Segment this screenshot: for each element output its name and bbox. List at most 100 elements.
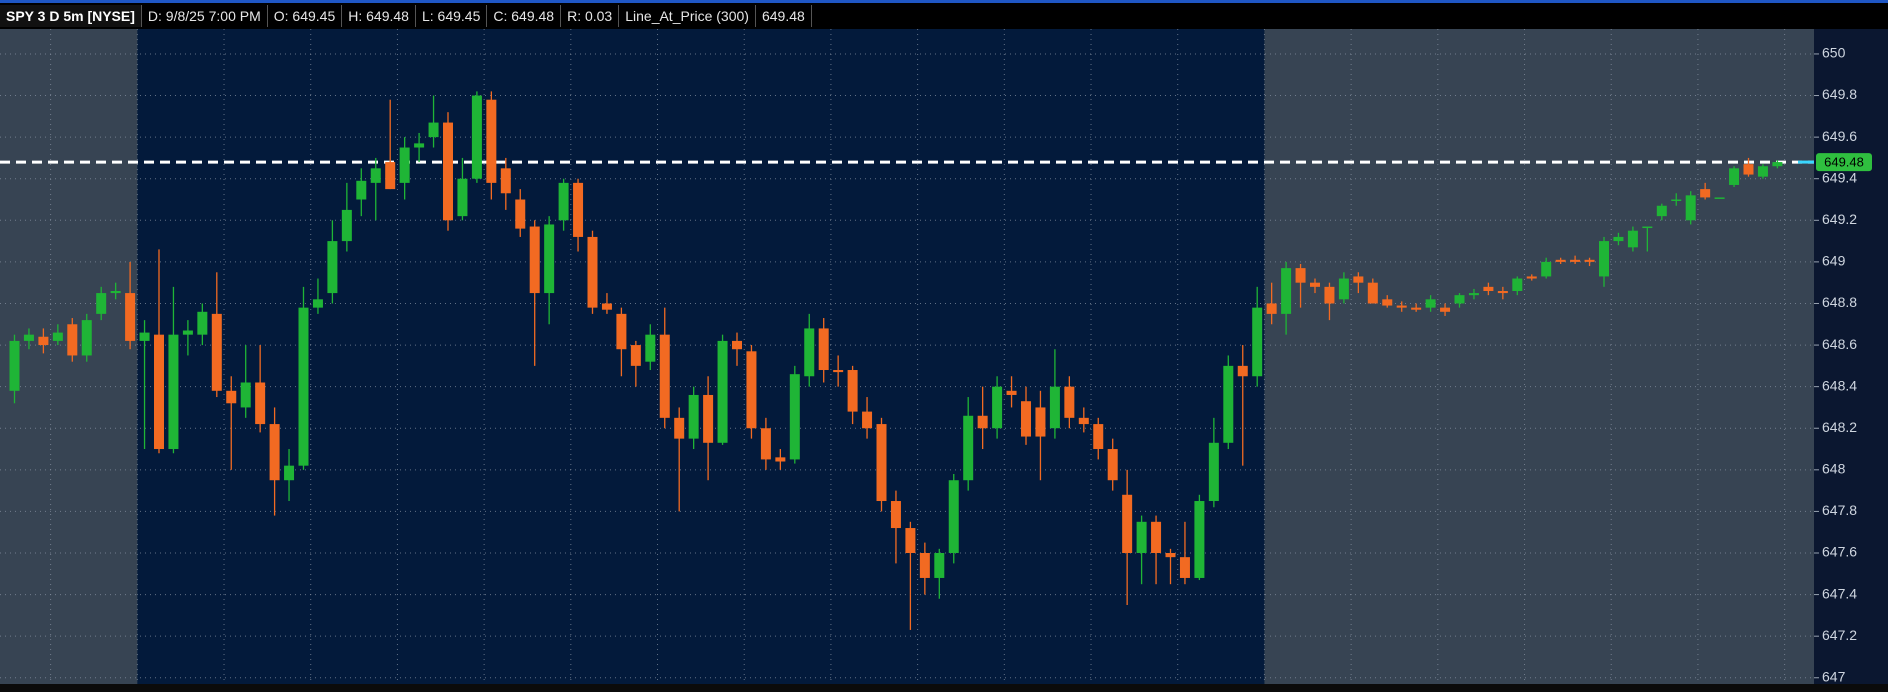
y-tick-label: 647.4	[1822, 585, 1857, 601]
price-tag-label: 649.48	[1824, 155, 1864, 170]
candle-body	[125, 293, 136, 341]
y-tick-label: 649.4	[1822, 169, 1857, 185]
candle-body	[1685, 195, 1696, 221]
y-tick-label: 647.6	[1822, 544, 1857, 560]
candle-body	[1541, 261, 1552, 277]
y-tick-label: 648.8	[1822, 294, 1857, 310]
candle-body	[197, 311, 208, 335]
candle-body	[1483, 286, 1494, 291]
candle-body	[616, 313, 627, 350]
candle-body	[312, 299, 323, 308]
candle-body	[890, 501, 901, 529]
candle-body	[1497, 291, 1508, 294]
low-field: L: 649.45	[416, 5, 488, 27]
candle-body	[688, 394, 699, 439]
candle-body	[1599, 241, 1609, 277]
header-bar: SPY 3 D 5m [NYSE] D: 9/8/25 7:00 PM O: 6…	[0, 0, 1888, 29]
candle-body	[732, 340, 742, 350]
candle-body	[182, 330, 193, 335]
candle-body	[1151, 521, 1162, 553]
candle-body	[1136, 521, 1147, 553]
candle-body	[110, 291, 121, 294]
candle-body	[1295, 268, 1306, 283]
candle-body	[1165, 553, 1176, 558]
study-name: Line_At_Price (300)	[619, 5, 756, 27]
candle-body	[1642, 226, 1653, 229]
y-tick-label: 649.8	[1822, 86, 1857, 102]
candle-body	[1772, 162, 1783, 167]
candle-body	[255, 382, 266, 425]
bottom-bar	[0, 684, 1888, 692]
candle-body	[645, 334, 656, 362]
candle-body	[746, 351, 757, 429]
candle-body	[1281, 268, 1292, 314]
candle-body	[1353, 276, 1364, 283]
candle-body	[1526, 276, 1537, 279]
y-tick-label: 648.6	[1822, 336, 1857, 352]
close-field: C: 649.48	[487, 5, 562, 27]
candle-body	[544, 224, 555, 294]
candle-body	[1078, 417, 1089, 425]
candle-body	[630, 345, 641, 366]
candle-body	[948, 480, 959, 553]
candle-body	[1122, 494, 1133, 553]
candle-body	[1179, 557, 1190, 578]
candle-body	[1006, 390, 1017, 395]
candle-body	[1570, 259, 1581, 262]
symbol[interactable]: SPY 3 D 5m [NYSE]	[0, 5, 142, 27]
candle-body	[1584, 259, 1595, 262]
candle-body	[1049, 386, 1060, 429]
candle-body	[1613, 236, 1624, 242]
candle-body	[1425, 299, 1436, 308]
y-tick-label: 647.2	[1822, 627, 1857, 643]
y-tick-label: 648.2	[1822, 419, 1857, 435]
candle-body	[341, 209, 352, 242]
candle-body	[327, 241, 338, 294]
candle-body	[500, 168, 511, 194]
candle-body	[471, 95, 482, 179]
candle-body	[804, 328, 815, 377]
candle-body	[139, 332, 150, 341]
candle-body	[23, 334, 34, 341]
candle-body	[558, 182, 569, 221]
candle-body	[399, 147, 410, 183]
candle-body	[486, 99, 497, 183]
candle-body	[1656, 205, 1667, 217]
candle-body	[1396, 305, 1407, 308]
candle-body	[1338, 278, 1349, 300]
candle-body	[1382, 299, 1393, 306]
candle-body	[934, 553, 945, 578]
candle-body	[269, 424, 280, 481]
candle-body	[1093, 424, 1104, 450]
study-value: 649.48	[756, 5, 812, 27]
candle-body	[1512, 278, 1523, 291]
candle-body	[818, 328, 829, 371]
candle-body	[1194, 501, 1205, 578]
candle-body	[457, 178, 468, 217]
candle-body	[67, 324, 78, 356]
candle-body	[1743, 164, 1754, 175]
candle-body	[443, 122, 453, 221]
candle-body	[515, 199, 526, 229]
candle-body	[370, 168, 381, 183]
candle-body	[1310, 282, 1320, 287]
candle-body	[1252, 307, 1263, 377]
candle-body	[38, 336, 49, 346]
candle-body	[601, 303, 612, 310]
date-field: D: 9/8/25 7:00 PM	[142, 5, 268, 27]
axis-panel	[1814, 29, 1888, 692]
candle-body	[1757, 166, 1768, 177]
candle-body	[789, 374, 800, 460]
candle-body	[298, 307, 309, 466]
open-field: O: 649.45	[268, 5, 343, 27]
candle-body	[760, 428, 771, 460]
candle-body	[833, 370, 844, 373]
candle-body	[1411, 307, 1422, 310]
candle-body	[226, 390, 237, 404]
price-tag	[1816, 153, 1872, 172]
y-tick-label: 649.6	[1822, 128, 1857, 144]
candle-body	[1454, 295, 1465, 304]
candle-body	[356, 180, 367, 200]
candle-body	[1729, 168, 1740, 185]
